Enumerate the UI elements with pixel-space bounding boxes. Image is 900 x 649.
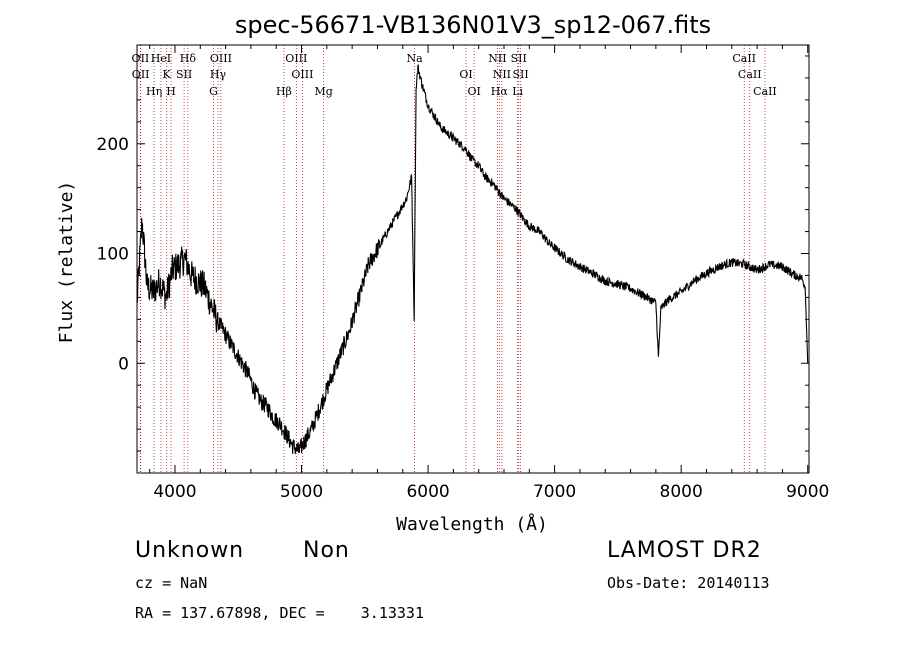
line-label: Hα: [491, 85, 509, 98]
x-axis: 4000 5000 6000 7000 8000 9000: [149, 45, 829, 502]
line-label: Hβ: [276, 85, 292, 98]
series-layer: [136, 64, 809, 455]
x-tick-label: 9000: [786, 482, 829, 502]
x-axis-label: Wavelength (Å): [396, 513, 548, 535]
line-label: Mg: [315, 85, 333, 98]
x-tick-label: 6000: [406, 482, 449, 502]
line-label: OIII: [285, 52, 307, 65]
line-label: OIII: [291, 68, 313, 81]
line-label: CaII: [732, 52, 756, 65]
line-label: G: [209, 85, 218, 98]
series-flux: [136, 64, 809, 455]
x-tick-label: 8000: [660, 482, 703, 502]
y-tick-label: 0: [118, 354, 129, 374]
line-label: SII: [176, 68, 192, 81]
line-label: H: [166, 85, 176, 98]
obs-date: Obs-Date: 20140113: [607, 574, 770, 592]
line-label: Li: [512, 85, 523, 98]
line-label: NII: [488, 52, 506, 65]
line-label: CaII: [753, 85, 777, 98]
coordinates: RA = 137.67898, DEC = 3.13331: [135, 604, 424, 622]
line-labels-layer: OIIOIIHηHeIKHHδSIIGOIIIHγHβOIIIOIIIMgNaO…: [132, 52, 777, 98]
line-label: OI: [459, 68, 472, 81]
plot-frame: [136, 44, 810, 474]
line-label: HeI: [151, 52, 171, 65]
chart-title: spec-56671-VB136N01V3_sp12-067.fits: [235, 11, 711, 39]
line-label: Hγ: [210, 68, 227, 81]
x-tick-label: 4000: [153, 482, 196, 502]
y-axis-label: Flux (relative): [56, 181, 77, 344]
line-label: SII: [511, 52, 527, 65]
y-axis: 0 100 200: [97, 55, 809, 452]
x-tick-label: 7000: [533, 482, 576, 502]
x-tick-label: 5000: [280, 482, 323, 502]
line-label: Na: [406, 52, 423, 65]
line-label: CaII: [738, 68, 762, 81]
line-label: OII: [132, 52, 150, 65]
line-label: Hη: [146, 85, 162, 98]
cz-value: cz = NaN: [135, 574, 208, 592]
subclass-label: Non: [303, 538, 350, 563]
emission-lines-layer: [140, 45, 766, 473]
line-label: NII: [493, 68, 511, 81]
line-label: OI: [467, 85, 480, 98]
y-tick-label: 100: [97, 245, 129, 265]
line-label: OII: [132, 68, 150, 81]
line-label: SII: [512, 68, 528, 81]
line-label: OIII: [210, 52, 232, 65]
classification-label: Unknown: [135, 538, 245, 563]
line-label: Hδ: [180, 52, 197, 65]
survey-label: LAMOST DR2: [607, 538, 762, 563]
line-label: K: [163, 68, 172, 81]
y-tick-label: 200: [97, 135, 129, 155]
